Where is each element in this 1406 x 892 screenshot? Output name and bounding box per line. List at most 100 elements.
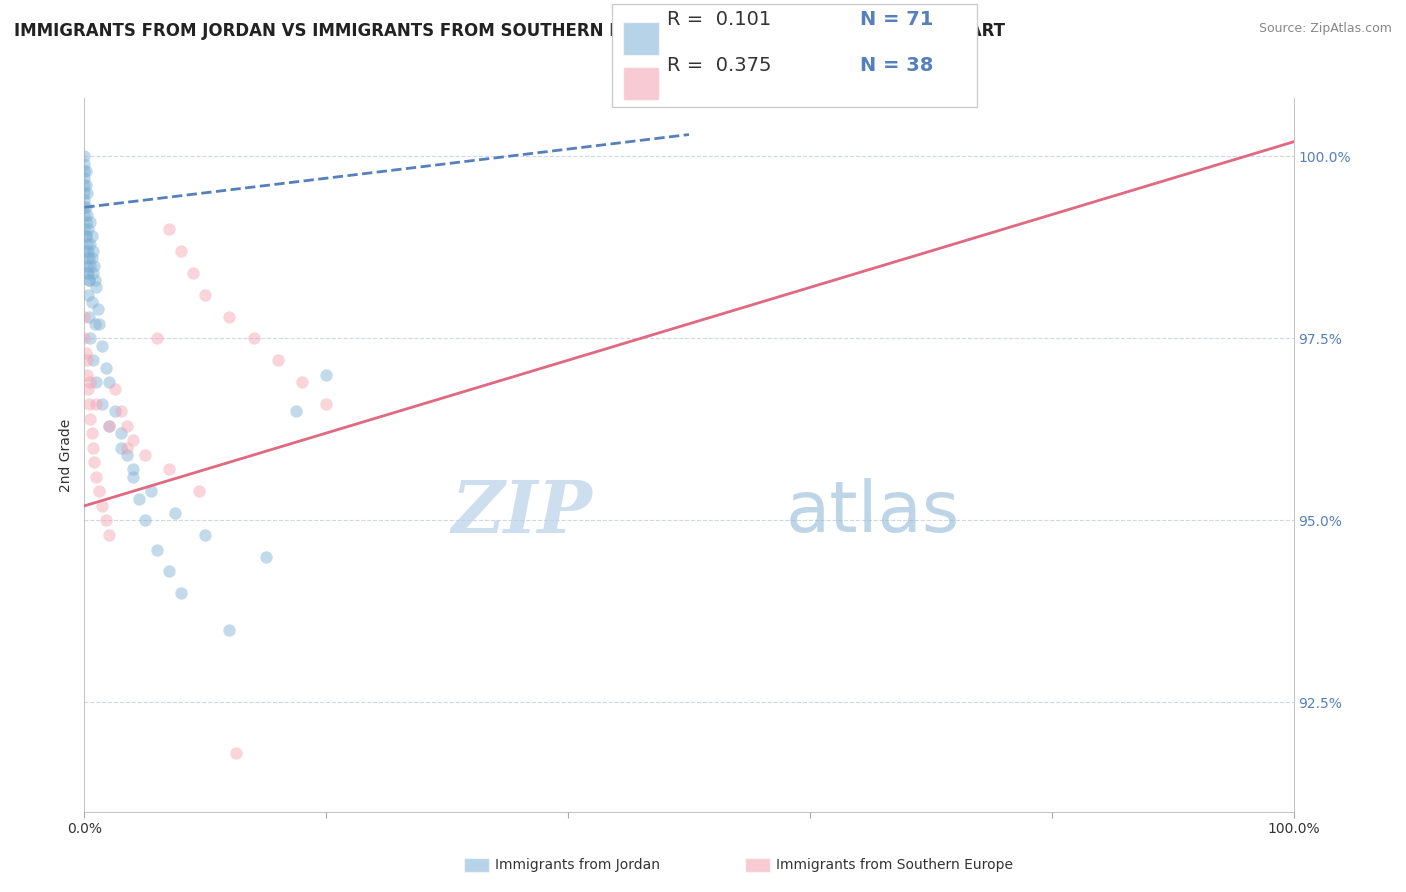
Point [75,215,97,229]
Point [86,302,108,317]
Point [87,484,110,499]
Point [86,469,108,483]
Point [115,448,138,462]
Point [77,244,100,258]
Point [73,156,96,170]
Point [79,236,101,251]
Point [75,229,97,244]
Point [76,259,98,273]
Point [82,353,104,368]
Text: R =  0.101: R = 0.101 [666,11,770,29]
Point [194,287,217,301]
Point [77,397,100,411]
Point [82,441,104,455]
Point [79,375,101,389]
Point [75,244,97,258]
Point [77,287,100,301]
Text: Immigrants from Southern Europe: Immigrants from Southern Europe [776,858,1014,872]
Point [267,353,290,368]
Point [134,513,156,527]
Text: N = 71: N = 71 [860,11,934,29]
Point [83,455,105,469]
Text: Source: ZipAtlas.com: Source: ZipAtlas.com [1258,22,1392,36]
Point [97,375,120,389]
Point [80,426,103,441]
Point [86,397,108,411]
Point [291,375,314,389]
Point [86,280,108,294]
Point [285,404,308,418]
Point [75,164,97,178]
Point [77,252,100,266]
Point [73,164,96,178]
Point [73,193,96,207]
Point [242,331,264,345]
Point [121,462,143,476]
Point [91,499,114,513]
Y-axis label: 2nd Grade: 2nd Grade [59,418,73,491]
Point [121,469,143,483]
Point [73,171,96,186]
Point [76,236,98,251]
Point [73,178,96,193]
Point [115,418,138,433]
Point [146,542,169,557]
Point [73,310,96,324]
Point [76,368,98,382]
Point [77,222,100,236]
Point [157,222,180,236]
Point [80,229,103,244]
Point [104,383,127,397]
Point [165,506,187,520]
Point [97,528,120,542]
Point [79,259,101,273]
Point [75,178,97,193]
Point [315,397,337,411]
Point [94,360,117,375]
Point [134,448,156,462]
Point [75,200,97,214]
Text: ZIP: ZIP [451,476,592,548]
Point [79,411,101,425]
Point [315,368,337,382]
Point [77,273,100,287]
Point [76,353,98,368]
Point [77,383,100,397]
Point [254,549,277,564]
Point [76,186,98,200]
Point [225,747,247,761]
Point [76,252,98,266]
Point [128,491,150,506]
Point [157,462,180,476]
Point [110,441,132,455]
Point [94,513,117,527]
Text: IMMIGRANTS FROM JORDAN VS IMMIGRANTS FROM SOUTHERN EUROPE 2ND GRADE CORRELATION : IMMIGRANTS FROM JORDAN VS IMMIGRANTS FRO… [14,22,1005,40]
Point [84,273,107,287]
Point [73,149,96,163]
Point [97,418,120,433]
Point [139,484,162,499]
Point [73,200,96,214]
Point [188,484,211,499]
Point [104,404,127,418]
Point [181,266,204,280]
Point [80,252,103,266]
Point [80,295,103,310]
Point [77,266,100,280]
Point [218,310,240,324]
Point [121,434,143,448]
Point [110,426,132,441]
Point [87,317,110,331]
Point [83,259,105,273]
Point [146,331,169,345]
Point [91,397,114,411]
Text: atlas: atlas [786,477,960,547]
Point [75,229,97,244]
Point [194,528,217,542]
Point [86,375,108,389]
Point [97,418,120,433]
Point [170,244,193,258]
Point [82,244,104,258]
Point [73,222,96,236]
Point [82,266,104,280]
